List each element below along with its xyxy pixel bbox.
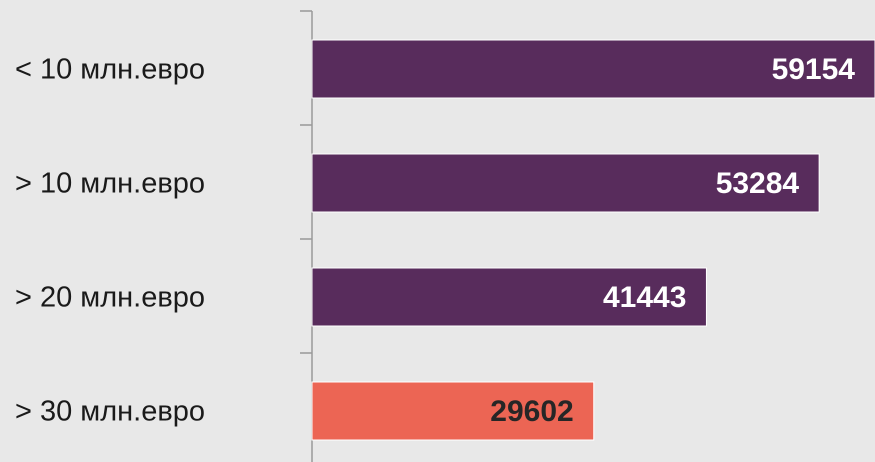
value-label: 59154 — [772, 53, 856, 86]
bar — [311, 153, 820, 213]
bar — [311, 267, 707, 327]
category-label: < 10 млн.евро — [15, 54, 205, 86]
value-label: 53284 — [716, 167, 800, 200]
value-label: 41443 — [603, 281, 686, 314]
category-label: > 10 млн.евро — [15, 168, 205, 200]
category-label: > 30 млн.евро — [15, 396, 205, 428]
category-label: > 20 млн.евро — [15, 282, 205, 314]
bar — [311, 381, 595, 441]
value-label: 29602 — [490, 395, 573, 428]
bar — [311, 39, 875, 99]
